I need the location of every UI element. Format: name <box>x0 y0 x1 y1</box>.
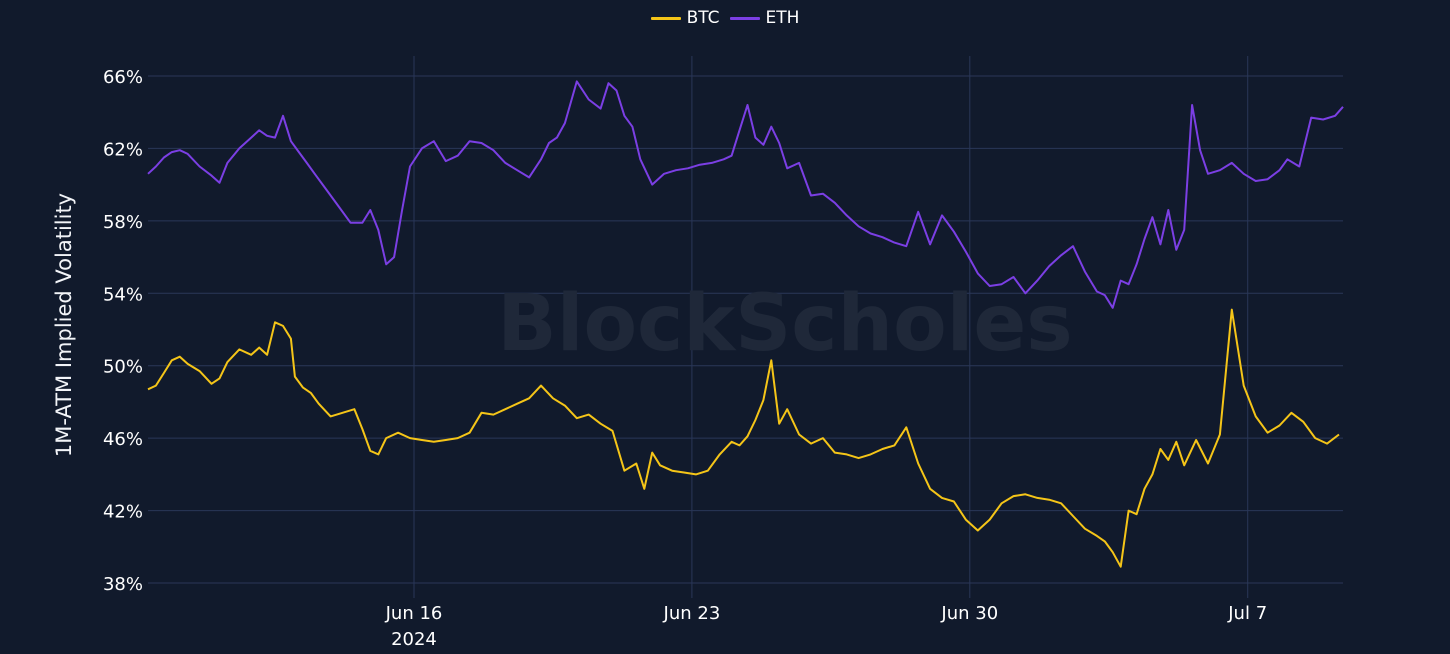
y-tick-label: 66% <box>103 67 143 88</box>
y-tick-label: 38% <box>103 574 143 595</box>
legend-item-eth[interactable]: ETH <box>729 8 800 28</box>
y-tick-label: 46% <box>103 429 143 450</box>
x-tick-label: Jul 7 <box>1227 603 1267 624</box>
legend-label-btc: BTC <box>686 8 720 28</box>
y-tick-label: 50% <box>103 357 143 378</box>
legend-item-btc[interactable]: BTC <box>650 8 720 28</box>
y-tick-label: 58% <box>103 212 143 233</box>
eth-line-swatch-icon <box>729 16 760 20</box>
gridlines <box>148 56 1343 598</box>
y-tick-label: 62% <box>103 139 143 160</box>
series-lines <box>147 80 1344 568</box>
watermark-logo: BlockScholes <box>497 279 1072 369</box>
y-axis-title: 1M-ATM Implied Volatility <box>52 192 76 458</box>
y-axis-ticks: 38% 42% 46% 50% 54% 58% 62% 66% <box>103 67 143 595</box>
x-tick-label: Jun 23 <box>663 603 721 624</box>
x-tick-label: Jun 16 <box>385 603 443 624</box>
x-axis-ticks: Jun 16 2024 Jun 23 Jun 30 Jul 7 <box>385 603 1268 650</box>
series-line-btc[interactable] <box>147 308 1340 568</box>
btc-line-swatch-icon <box>650 16 681 20</box>
legend-label-eth: ETH <box>765 8 800 28</box>
x-tick-label: 2024 <box>391 629 437 650</box>
legend: BTC ETH <box>0 8 1450 28</box>
y-tick-label: 54% <box>103 284 143 305</box>
x-tick-label: Jun 30 <box>940 603 998 624</box>
y-tick-label: 42% <box>103 502 143 523</box>
series-line-eth[interactable] <box>147 80 1344 309</box>
